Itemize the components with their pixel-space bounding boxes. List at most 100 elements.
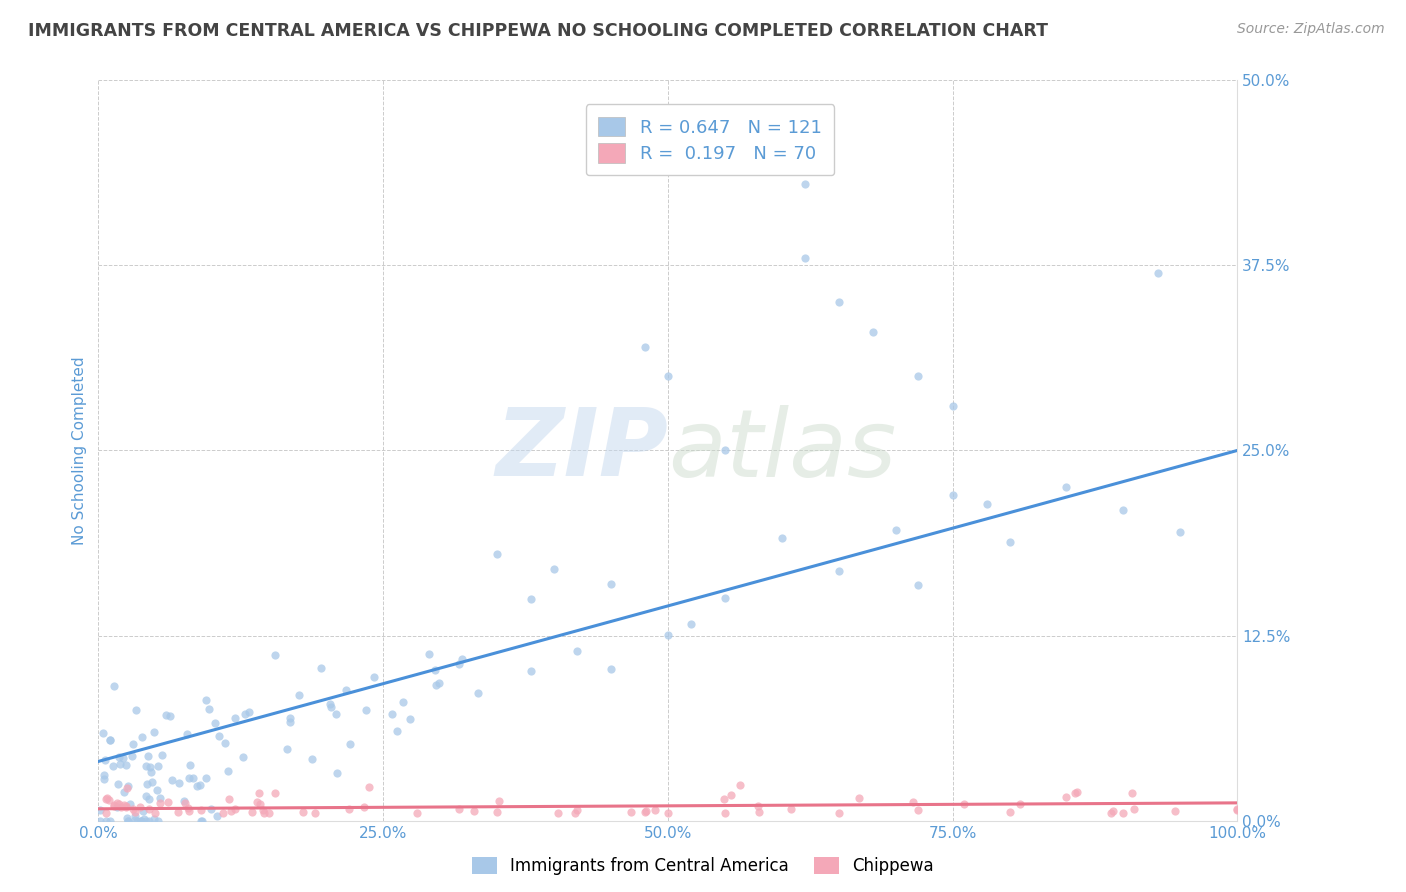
Point xyxy=(714,806,737,821)
Point xyxy=(112,751,135,765)
Point xyxy=(600,662,623,676)
Point xyxy=(221,804,243,818)
Point xyxy=(218,792,240,806)
Point xyxy=(198,702,221,716)
Point xyxy=(145,806,167,821)
Point xyxy=(363,670,385,684)
Point xyxy=(183,771,205,785)
Point xyxy=(160,772,183,787)
Point xyxy=(304,806,326,821)
Point xyxy=(195,771,218,785)
Point xyxy=(141,775,163,789)
Point xyxy=(190,814,212,828)
Point xyxy=(1066,785,1088,799)
Point xyxy=(488,794,510,808)
Point xyxy=(105,797,128,811)
Point xyxy=(124,703,146,717)
Point xyxy=(1163,805,1185,819)
Point xyxy=(167,805,190,819)
Point xyxy=(253,805,276,820)
Point xyxy=(139,760,162,774)
Point xyxy=(208,729,231,743)
Point xyxy=(1102,804,1125,818)
Point xyxy=(214,736,236,750)
Point xyxy=(98,814,121,828)
Point xyxy=(288,688,311,702)
Point xyxy=(770,531,793,545)
Point xyxy=(953,797,976,811)
Point xyxy=(447,802,470,816)
Point xyxy=(976,497,998,511)
Point xyxy=(309,661,332,675)
Point xyxy=(124,813,146,827)
Point xyxy=(543,562,565,576)
Point xyxy=(565,644,588,658)
Point xyxy=(747,799,769,814)
Point xyxy=(246,795,269,809)
Point xyxy=(135,759,157,773)
Point xyxy=(1054,789,1077,804)
Point xyxy=(1112,806,1135,821)
Point xyxy=(1170,525,1192,540)
Point xyxy=(748,805,770,819)
Point xyxy=(636,804,658,818)
Point xyxy=(793,251,815,265)
Point xyxy=(142,812,165,826)
Point xyxy=(263,648,285,662)
Point xyxy=(233,706,256,721)
Point xyxy=(1146,266,1168,280)
Point xyxy=(301,752,323,766)
Point xyxy=(91,725,114,739)
Point xyxy=(547,805,569,820)
Point xyxy=(103,799,125,814)
Point xyxy=(89,814,111,828)
Point xyxy=(103,679,125,693)
Point xyxy=(122,737,145,751)
Point xyxy=(105,799,128,814)
Point xyxy=(191,814,214,828)
Point xyxy=(942,399,965,413)
Point xyxy=(135,789,157,804)
Point xyxy=(159,709,181,723)
Point xyxy=(901,795,924,809)
Point xyxy=(124,809,146,823)
Point xyxy=(321,700,343,714)
Point xyxy=(399,712,422,726)
Point xyxy=(117,779,139,793)
Point xyxy=(114,758,136,772)
Point xyxy=(149,791,172,805)
Point xyxy=(486,547,509,561)
Point xyxy=(339,737,361,751)
Point xyxy=(467,686,489,700)
Point xyxy=(720,788,742,802)
Point xyxy=(353,800,375,814)
Point xyxy=(117,814,139,828)
Point xyxy=(1121,786,1143,800)
Point xyxy=(520,664,543,678)
Point xyxy=(1008,797,1031,811)
Point xyxy=(155,708,177,723)
Point xyxy=(177,771,200,785)
Point xyxy=(634,805,657,819)
Point xyxy=(132,804,155,818)
Point xyxy=(713,792,735,806)
Point xyxy=(335,682,357,697)
Point xyxy=(93,768,115,782)
Point xyxy=(1064,787,1087,801)
Point xyxy=(97,792,120,806)
Point xyxy=(96,806,118,821)
Point xyxy=(828,806,851,821)
Point xyxy=(418,648,440,662)
Point xyxy=(118,797,141,811)
Point xyxy=(134,812,156,826)
Point xyxy=(884,523,907,537)
Point xyxy=(114,800,136,814)
Point xyxy=(325,707,347,722)
Point xyxy=(125,814,148,828)
Point xyxy=(115,799,138,814)
Point xyxy=(146,814,169,828)
Point xyxy=(188,778,211,792)
Point xyxy=(657,369,679,384)
Point xyxy=(828,564,851,578)
Point xyxy=(634,340,657,354)
